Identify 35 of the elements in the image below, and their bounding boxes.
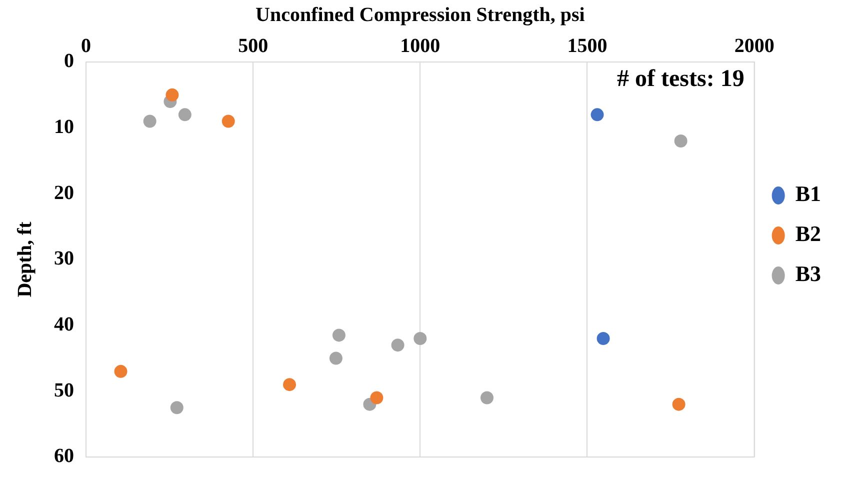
y-tick-label: 40 [54, 314, 74, 336]
point [114, 364, 128, 378]
point [222, 114, 235, 128]
legend-label: B3 [795, 261, 822, 286]
point [414, 332, 427, 345]
point [283, 378, 296, 392]
y-tick-label: 60 [54, 445, 74, 468]
point [170, 401, 184, 414]
legend-label: B1 [795, 181, 822, 206]
y-tick-label: 20 [54, 182, 74, 204]
x-axis-title: Unconfined Compression Strength, psi [256, 4, 586, 26]
point [370, 391, 384, 404]
point [178, 108, 192, 122]
point [391, 338, 404, 352]
point [672, 398, 686, 411]
y-tick-label: 10 [54, 116, 74, 138]
x-tick-label: 0 [81, 35, 91, 58]
point [329, 352, 342, 365]
annotation: # of tests: 19 [617, 66, 744, 92]
x-tick-label: 1500 [567, 35, 608, 58]
point [332, 328, 346, 342]
point [143, 114, 156, 128]
legend-label: B2 [795, 221, 822, 246]
x-tick-label: 2000 [734, 35, 774, 58]
y-tick-label: 0 [64, 50, 74, 72]
y-tick-label: 50 [54, 379, 74, 402]
point [590, 108, 604, 122]
point [480, 391, 494, 404]
point [596, 332, 610, 345]
y-axis-title: Depth, ft [14, 221, 36, 298]
point [674, 134, 688, 148]
x-tick-label: 1000 [400, 35, 440, 58]
y-tick-label: 30 [54, 248, 74, 270]
x-tick-label: 500 [238, 35, 268, 58]
point [166, 88, 179, 102]
